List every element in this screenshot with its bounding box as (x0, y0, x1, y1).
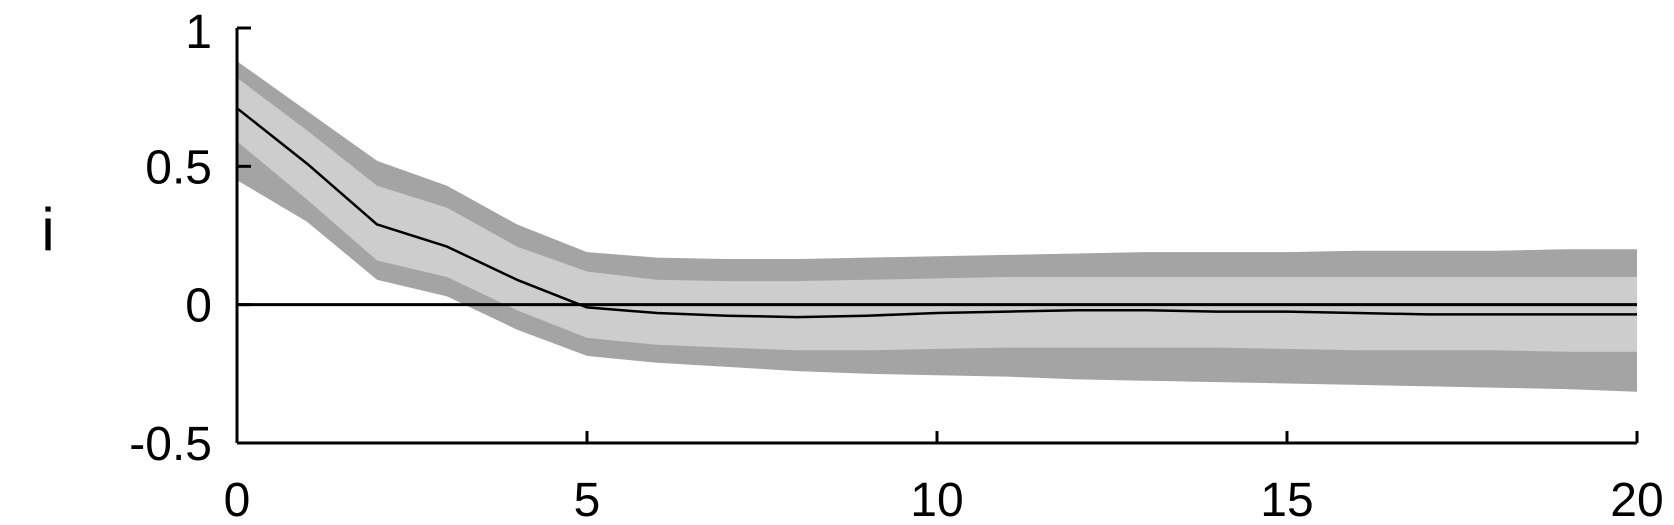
y-tick-label: 0 (185, 280, 212, 333)
y-axis-label: i (41, 196, 54, 263)
axes (235, 26, 1639, 445)
tick-labels: 0 5 10 15 20-0.500.51 (129, 6, 1663, 525)
confidence-bands (237, 61, 1637, 392)
x-tick-label: 20 (1610, 474, 1663, 525)
x-tick-label: 15 (1260, 474, 1313, 525)
y-tick-label: -0.5 (129, 418, 212, 471)
y-tick-label: 1 (185, 6, 212, 59)
y-tick-label: 0.5 (145, 141, 212, 194)
x-tick-label: 5 (574, 474, 601, 525)
x-tick-label: 0 (224, 474, 251, 525)
x-tick-label: 10 (910, 474, 963, 525)
series-lines (236, 107, 1637, 319)
inner-confidence-band (237, 77, 1637, 352)
median-response-line (236, 107, 1637, 319)
